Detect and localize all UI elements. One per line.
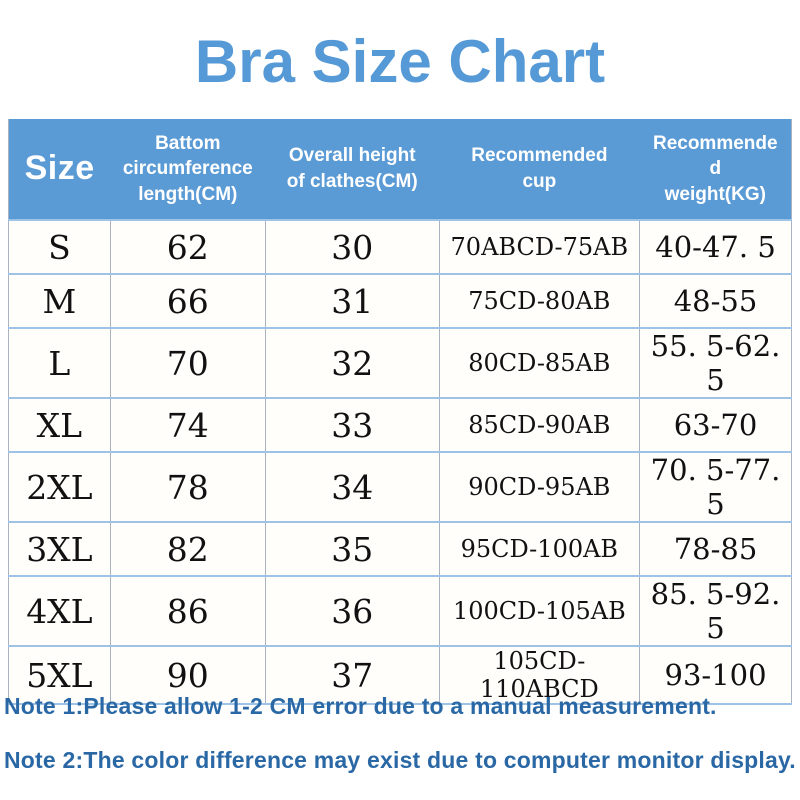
page-title: Bra Size Chart xyxy=(194,28,606,95)
cell-cup: 100CD-105AB xyxy=(438,575,641,647)
cell-weight: 93-100 xyxy=(639,645,792,705)
cell-size: L xyxy=(8,327,111,399)
table-row: L 70 32 80CD-85AB 55. 5-62. 5 xyxy=(8,327,792,399)
cell-height: 37 xyxy=(264,645,440,705)
note-1: Note 1:Please allow 1-2 CM error due to … xyxy=(4,693,717,719)
cell-cup: 70ABCD-75AB xyxy=(438,219,641,275)
cell-cup: 90CD-95AB xyxy=(438,451,641,523)
table-header-row: Size Battom circumference length(CM) Ove… xyxy=(8,119,792,220)
cell-height: 30 xyxy=(264,219,440,275)
cell-circumference: 74 xyxy=(109,397,266,453)
cell-size: 5XL xyxy=(8,645,111,705)
cell-circumference: 66 xyxy=(109,273,266,329)
cell-weight: 55. 5-62. 5 xyxy=(639,327,792,399)
cell-height: 32 xyxy=(264,327,440,399)
cell-cup: 85CD-90AB xyxy=(438,397,641,453)
cell-weight: 40-47. 5 xyxy=(639,219,792,275)
cell-cup: 75CD-80AB xyxy=(438,273,641,329)
cell-height: 33 xyxy=(264,397,440,453)
cell-size: 4XL xyxy=(8,575,111,647)
cell-weight: 78-85 xyxy=(639,521,792,577)
cell-height: 35 xyxy=(264,521,440,577)
table-row: M 66 31 75CD-80AB 48-55 xyxy=(8,273,792,329)
cell-size: 2XL xyxy=(8,451,111,523)
cell-circumference: 82 xyxy=(109,521,266,577)
cell-size: 3XL xyxy=(8,521,111,577)
cell-weight: 48-55 xyxy=(639,273,792,329)
column-header-height: Overall height of clathes(CM) xyxy=(265,119,440,220)
table-row: 3XL 82 35 95CD-100AB 78-85 xyxy=(8,521,792,577)
size-chart-table: Size Battom circumference length(CM) Ove… xyxy=(8,119,792,705)
table-row: 2XL 78 34 90CD-95AB 70. 5-77. 5 xyxy=(8,451,792,523)
cell-circumference: 62 xyxy=(109,219,266,275)
cell-circumference: 90 xyxy=(109,645,266,705)
cell-height: 34 xyxy=(264,451,440,523)
table-row: XL 74 33 85CD-90AB 63-70 xyxy=(8,397,792,453)
column-header-circumference: Battom circumference length(CM) xyxy=(110,119,266,220)
notes-section: Note 1:Please allow 1-2 CM error due to … xyxy=(4,692,796,800)
cell-weight: 85. 5-92. 5 xyxy=(639,575,792,647)
table-row: S 62 30 70ABCD-75AB 40-47. 5 xyxy=(8,219,792,275)
cell-size: XL xyxy=(8,397,111,453)
cell-size: S xyxy=(8,219,111,275)
column-header-cup: Recommended cup xyxy=(439,119,640,220)
column-header-size: Size xyxy=(8,119,111,220)
table-row: 4XL 86 36 100CD-105AB 85. 5-92. 5 xyxy=(8,575,792,647)
cell-cup: 95CD-100AB xyxy=(438,521,641,577)
cell-weight: 70. 5-77. 5 xyxy=(639,451,792,523)
cell-circumference: 86 xyxy=(109,575,266,647)
cell-height: 31 xyxy=(264,273,440,329)
cell-cup: 105CD-110ABCD xyxy=(438,645,641,705)
cell-size: M xyxy=(8,273,111,329)
cell-circumference: 78 xyxy=(109,451,266,523)
cell-cup: 80CD-85AB xyxy=(438,327,641,399)
column-header-weight: Recommende d weight(KG) xyxy=(639,119,792,220)
cell-height: 36 xyxy=(264,575,440,647)
table-row: 5XL 90 37 105CD-110ABCD 93-100 xyxy=(8,645,792,705)
cell-circumference: 70 xyxy=(109,327,266,399)
cell-weight: 63-70 xyxy=(639,397,792,453)
note-2: Note 2:The color difference may exist du… xyxy=(4,746,796,773)
